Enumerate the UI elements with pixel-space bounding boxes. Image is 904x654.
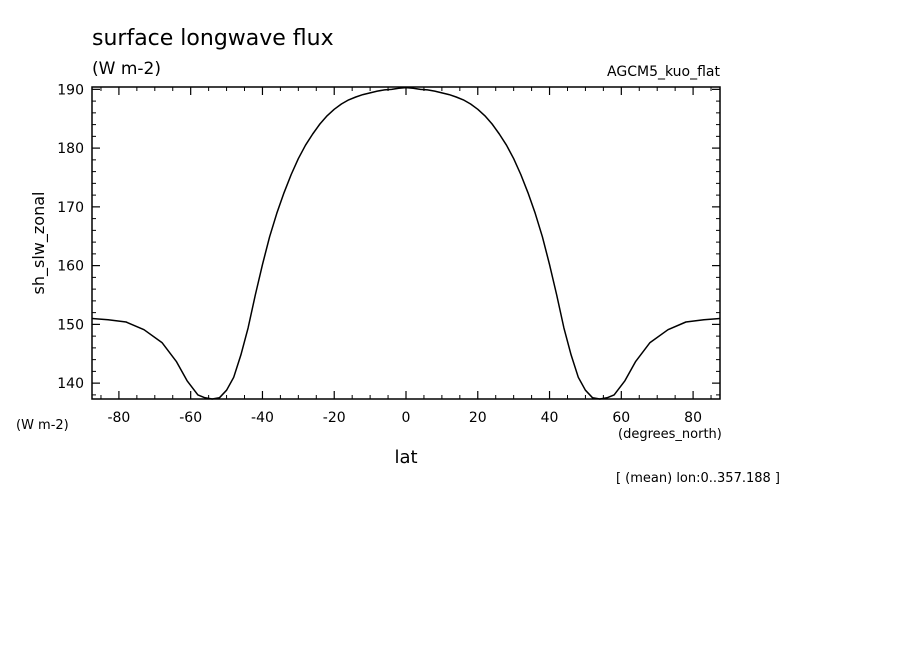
x-tick-label: 0 (402, 410, 411, 426)
y-tick-label: 170 (57, 200, 84, 216)
x-tick-label: 60 (612, 410, 630, 426)
y-tick-label: 140 (57, 376, 84, 392)
x-tick-label: 40 (541, 410, 559, 426)
y-axis-units: (W m-2) (16, 418, 69, 433)
footnote: [ (mean) lon:0..357.188 ] (616, 471, 780, 486)
x-axis-label: lat (394, 447, 417, 468)
x-tick-label: -20 (323, 410, 346, 426)
x-tick-label: 80 (684, 410, 702, 426)
y-axis-label: sh_slw_zonal (29, 192, 49, 295)
y-tick-label: 160 (57, 259, 84, 275)
y-tick-label: 190 (57, 82, 84, 98)
x-ticks-layer: -80 -60 -40 -20 0 20 40 60 80 (100, 87, 712, 426)
y-tick-label: 150 (57, 317, 84, 333)
x-tick-label: -40 (251, 410, 274, 426)
chart-subtitle: (W m-2) (92, 59, 161, 79)
plot-frame (91, 86, 721, 400)
x-tick-label: 20 (469, 410, 487, 426)
run-label: AGCM5_kuo_flat (607, 64, 720, 80)
y-ticks-layer: 140 150 160 170 180 190 (57, 82, 720, 396)
chart-title: surface longwave flux (92, 26, 334, 51)
x-tick-label: -80 (107, 410, 130, 426)
x-axis-units: (degrees_north) (618, 427, 722, 442)
x-tick-label: -60 (179, 410, 202, 426)
y-tick-label: 180 (57, 141, 84, 157)
